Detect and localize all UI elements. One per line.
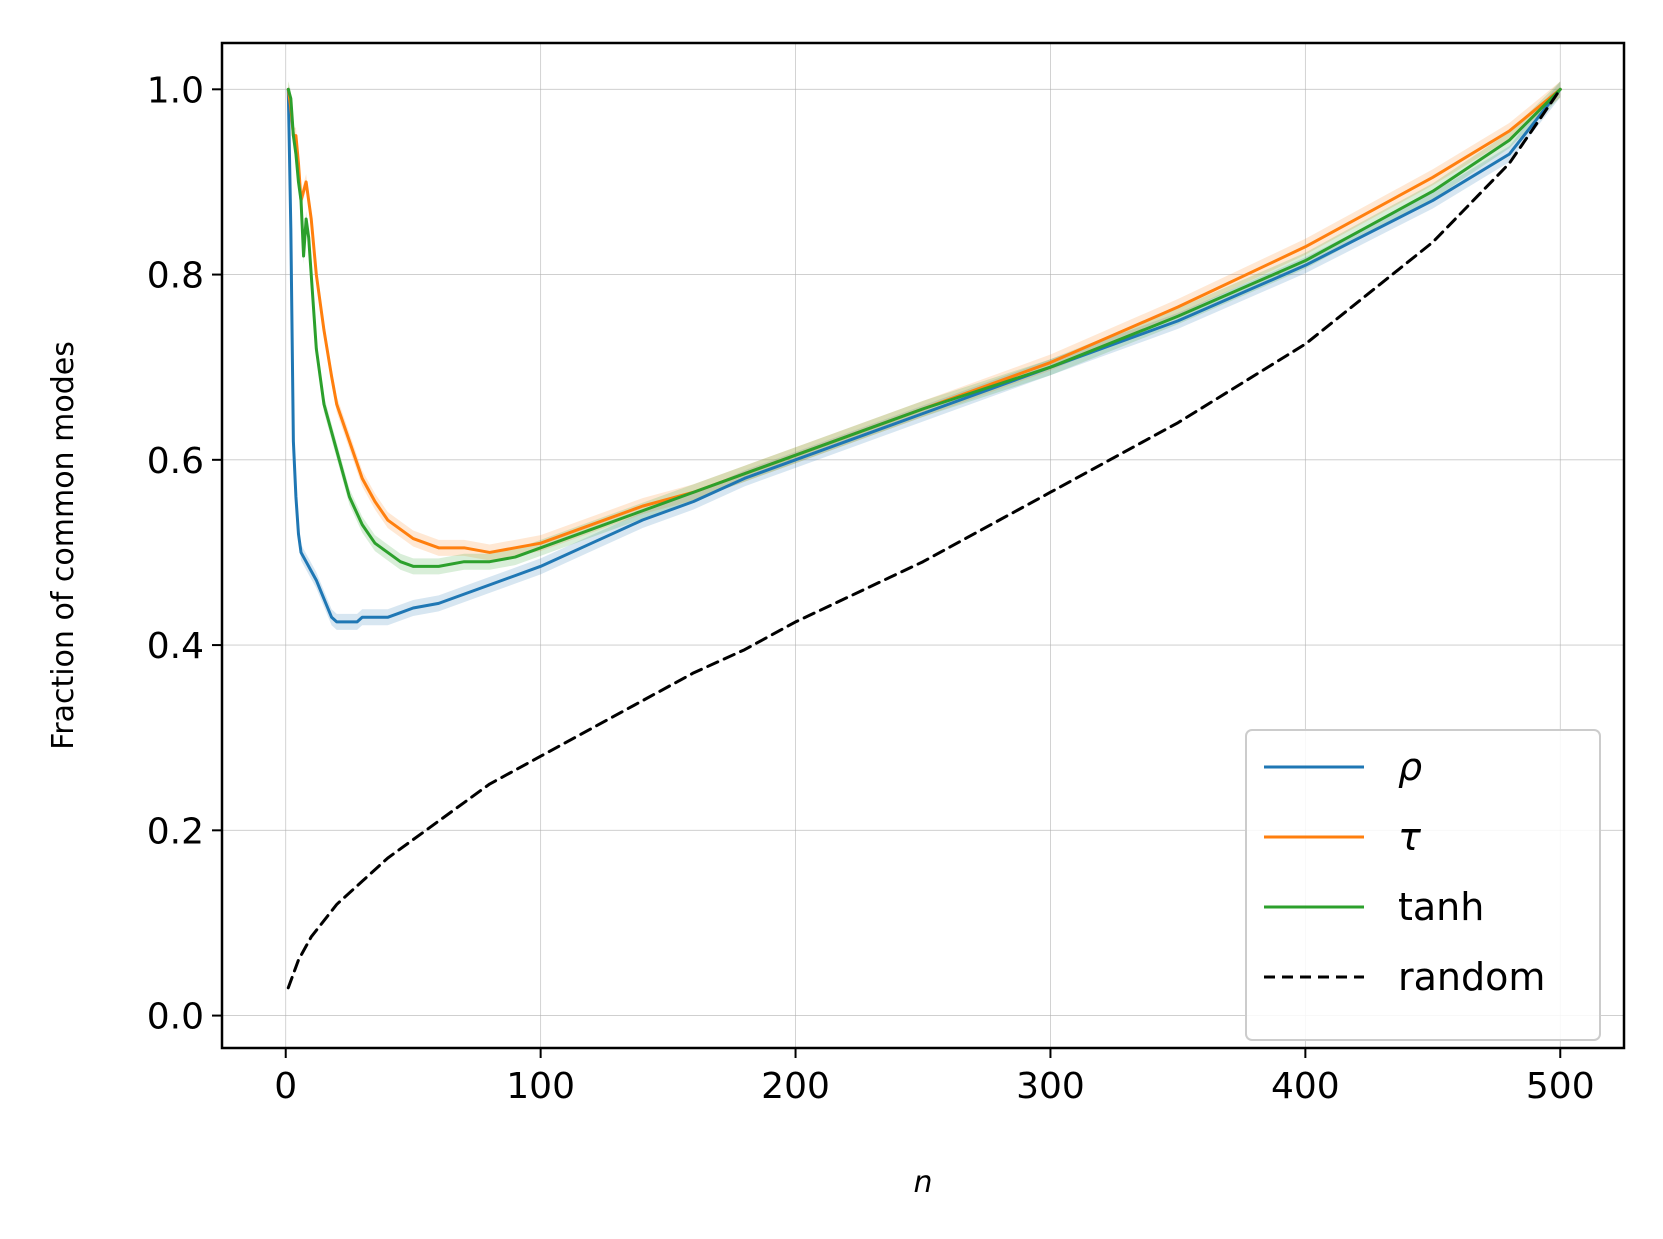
- legend-label: ρ: [1398, 745, 1422, 789]
- series-line: [286, 87, 1562, 624]
- plot-frame: [220, 41, 1626, 1050]
- legend-label: tanh: [1398, 885, 1484, 929]
- series-lines: [286, 87, 1562, 990]
- y-tick-label: 0.2: [147, 811, 204, 852]
- y-tick-label: 0.6: [147, 441, 204, 482]
- y-tick-label: 0.4: [147, 626, 204, 667]
- y-axis-label: Fraction of common modes: [46, 341, 81, 750]
- x-tick-label: 400: [1271, 1066, 1340, 1107]
- x-tick-label: 500: [1526, 1066, 1595, 1107]
- y-tick-label: 0.0: [147, 997, 204, 1038]
- legend-label: τ: [1398, 815, 1422, 859]
- x-axis-ticks: 0 100 200 300 400 500: [274, 1048, 1595, 1107]
- y-tick-label: 1.0: [147, 70, 204, 111]
- x-tick-label: 0: [274, 1066, 297, 1107]
- x-tick-label: 200: [761, 1066, 830, 1107]
- series-line: [286, 87, 1562, 990]
- grid: [222, 43, 1624, 1048]
- legend-label: random: [1398, 955, 1545, 999]
- x-axis-label: n: [913, 1165, 932, 1200]
- x-tick-label: 100: [506, 1066, 575, 1107]
- legend-box: [1245, 729, 1601, 1041]
- y-axis-ticks: 0.0 0.2 0.4 0.6 0.8 1.0: [147, 70, 222, 1038]
- y-tick-label: 0.8: [147, 256, 204, 297]
- series-line: [286, 87, 1562, 568]
- legend: ρτ tanh random: [1245, 729, 1601, 1041]
- x-tick-label: 300: [1016, 1066, 1085, 1107]
